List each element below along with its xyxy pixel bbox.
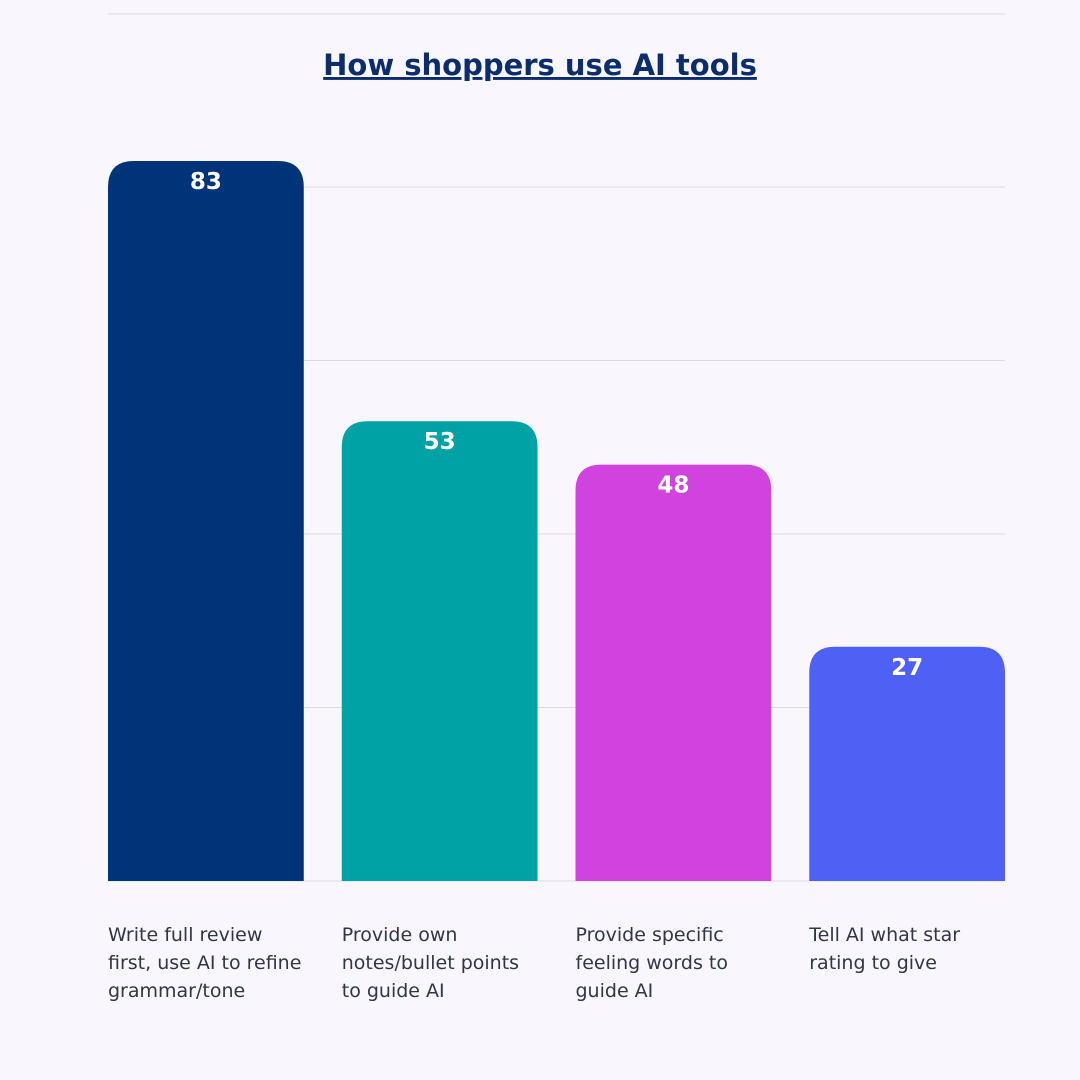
value-label: 83 bbox=[190, 169, 222, 195]
value-label: 53 bbox=[424, 429, 456, 455]
chart-title: How shoppers use AI tools bbox=[323, 48, 757, 82]
value-label: 48 bbox=[657, 473, 689, 499]
bar bbox=[575, 464, 772, 881]
bar bbox=[809, 646, 1005, 881]
value-label: 27 bbox=[891, 655, 923, 681]
bar bbox=[108, 160, 304, 882]
x-tick-label: Tell AI what star rating to give bbox=[809, 924, 961, 974]
x-tick-label: Provide own notes/bullet points to guide… bbox=[341, 924, 520, 1002]
x-tick-label: Provide specific feeling words to guide … bbox=[575, 924, 728, 1002]
x-tick-label: Write full review first, use AI to refin… bbox=[108, 924, 302, 1002]
bar bbox=[341, 421, 538, 881]
